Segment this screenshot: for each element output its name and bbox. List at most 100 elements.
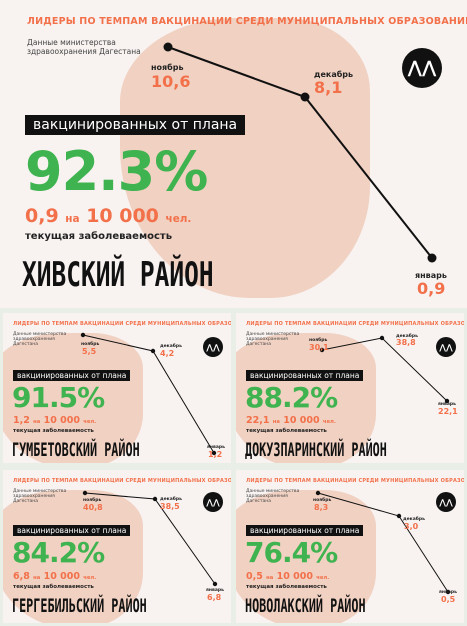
- logo-icon: ⋀⋀: [436, 492, 456, 512]
- trend-chart: [82, 490, 218, 587]
- month-label-november: ноябрь: [309, 338, 328, 343]
- incidence-number: 6,8: [13, 571, 30, 582]
- trend-point-january: [211, 450, 217, 456]
- per-label: на: [272, 419, 280, 425]
- month-value-december: 3,0: [404, 522, 419, 531]
- card-title: ЛИДЕРЫ ПО ТЕМПАМ ВАКЦИНАЦИИ СРЕДИ МУНИЦИ…: [246, 478, 464, 484]
- month-label-december: декабрь: [160, 497, 182, 502]
- source-note: Данные министерства здравоохранения Даге…: [13, 332, 67, 348]
- per-unit: чел.: [165, 213, 192, 225]
- month-label-january: январь: [206, 588, 224, 593]
- month-label-november: ноябрь: [81, 342, 100, 347]
- per-label: на: [33, 575, 41, 581]
- incidence-value: 6,8 на 10 000 чел.: [13, 571, 96, 582]
- vaccination-percent: 76.4%: [245, 536, 338, 569]
- month-value-november: 30,1: [309, 343, 329, 352]
- per-unit: чел.: [316, 575, 330, 581]
- infographic-card-gergebil: ЛИДЕРЫ ПО ТЕМПАМ ВАКЦИНАЦИИ СРЕДИ МУНИЦИ…: [3, 470, 231, 623]
- month-value-january: 22,1: [438, 407, 458, 416]
- month-label-december: декабрь: [403, 517, 425, 522]
- vaccinated-banner: вакцинированных от плана: [13, 525, 131, 536]
- per-value: 10 000: [283, 415, 320, 426]
- vaccinated-label: вакцинированных от плана: [250, 526, 360, 535]
- vaccination-percent: 92.3%: [25, 140, 208, 203]
- per-label: на: [33, 419, 41, 425]
- incidence-number: 22,1: [246, 415, 270, 426]
- incidence-value: 0,9 на 10 000 чел.: [25, 205, 191, 227]
- month-value-january: 6,8: [207, 593, 222, 602]
- trend-point-november: [82, 490, 88, 496]
- logo-icon: ⋀⋀: [436, 337, 456, 357]
- card-title: ЛИДЕРЫ ПО ТЕМПАМ ВАКЦИНАЦИИ СРЕДИ МУНИЦИ…: [13, 478, 231, 484]
- vaccinated-banner: вакцинированных от плана: [246, 525, 364, 536]
- source-note: Данные министерства здравоохранения Даге…: [246, 489, 300, 505]
- incidence-number: 1,2: [13, 415, 30, 426]
- vaccination-percent: 84.2%: [12, 536, 105, 569]
- dagestan-map-shape: [236, 490, 376, 623]
- vaccinated-label: вакцинированных от плана: [17, 526, 127, 535]
- infographic-card-novolak: ЛИДЕРЫ ПО ТЕМПАМ ВАКЦИНАЦИИ СРЕДИ МУНИЦИ…: [236, 470, 464, 623]
- month-label-december: декабрь: [314, 70, 354, 79]
- source-note: Данные министерства здравоохранения Даге…: [13, 489, 67, 505]
- incidence-label: текущая заболеваемость: [25, 231, 173, 242]
- incidence-label: текущая заболеваемость: [246, 584, 327, 590]
- trend-line: [317, 492, 449, 593]
- dagestan-map-shape: [120, 18, 370, 298]
- incidence-number: 0,5: [246, 571, 263, 582]
- month-value-december: 38,8: [396, 338, 416, 347]
- month-label-january: январь: [207, 445, 225, 450]
- month-value-november: 8,3: [314, 503, 329, 512]
- per-value: 10 000: [43, 415, 80, 426]
- trend-line: [167, 46, 433, 259]
- trend-chart: [163, 42, 437, 263]
- trend-chart: [80, 332, 217, 456]
- infographic-card-dokuzparin: ЛИДЕРЫ ПО ТЕМПАМ ВАКЦИНАЦИИ СРЕДИ МУНИЦИ…: [236, 313, 464, 463]
- trend-point-november: [315, 490, 321, 496]
- month-label-january: январь: [415, 271, 447, 280]
- source-note: Данные министерства здравоохранения Даге…: [27, 38, 141, 56]
- month-value-november: 10,6: [151, 72, 191, 91]
- incidence-number: 0,9: [25, 205, 59, 227]
- trend-point-november: [80, 332, 86, 338]
- month-value-december: 38,5: [160, 502, 180, 511]
- month-value-january: 0,5: [441, 595, 456, 604]
- incidence-value: 0,5 на 10 000 чел.: [246, 571, 329, 582]
- per-value: 10 000: [43, 571, 80, 582]
- month-label-november: ноябрь: [83, 498, 102, 503]
- dagestan-map-shape: [3, 490, 143, 623]
- district-name: ХИВСКИЙ РАЙОН: [22, 255, 214, 295]
- trend-chart: [319, 335, 450, 404]
- trend-point-december: [396, 513, 402, 519]
- trend-point-january: [212, 581, 218, 587]
- month-value-november: 40,8: [83, 503, 103, 512]
- vaccination-percent: 88.2%: [245, 381, 338, 414]
- vaccinated-label: вакцинированных от плана: [17, 371, 127, 380]
- month-label-january: январь: [439, 590, 457, 595]
- district-name: ДОКУЗПАРИНСКИЙ РАЙОН: [245, 439, 387, 461]
- incidence-value: 22,1 на 10 000 чел.: [246, 415, 336, 426]
- per-label: на: [65, 213, 80, 225]
- vaccination-percent: 91.5%: [12, 381, 105, 414]
- trend-point-november: [319, 347, 325, 353]
- vaccinated-label: вакцинированных от плана: [250, 371, 360, 380]
- district-name: ГУМБЕТОВСКИЙ РАЙОН: [12, 439, 140, 461]
- card-title: ЛИДЕРЫ ПО ТЕМПАМ ВАКЦИНАЦИИ СРЕДИ МУНИЦИ…: [13, 321, 231, 327]
- logo-icon: ⋀⋀: [203, 337, 223, 357]
- district-name: ГЕРГЕБИЛЬСКИЙ РАЙОН: [12, 595, 147, 617]
- per-value: 10 000: [86, 205, 159, 227]
- month-value-november: 5,5: [82, 347, 97, 356]
- vaccinated-banner: вакцинированных от плана: [25, 115, 246, 135]
- per-unit: чел.: [83, 419, 97, 425]
- infographic-card-gumbetov: ЛИДЕРЫ ПО ТЕМПАМ ВАКЦИНАЦИИ СРЕДИ МУНИЦИ…: [3, 313, 231, 463]
- month-value-december: 8,1: [314, 78, 343, 97]
- source-note: Данные министерства здравоохранения Даге…: [246, 332, 300, 348]
- month-label-january: январь: [438, 402, 456, 407]
- month-value-january: 0,9: [417, 279, 446, 298]
- incidence-value: 1,2 на 10 000 чел.: [13, 415, 96, 426]
- vaccinated-banner: вакцинированных от плана: [13, 370, 131, 381]
- month-label-december: декабрь: [160, 344, 182, 349]
- trend-chart: [315, 490, 451, 595]
- incidence-label: текущая заболеваемость: [13, 428, 94, 434]
- per-value: 10 000: [276, 571, 313, 582]
- trend-point-january: [427, 253, 437, 263]
